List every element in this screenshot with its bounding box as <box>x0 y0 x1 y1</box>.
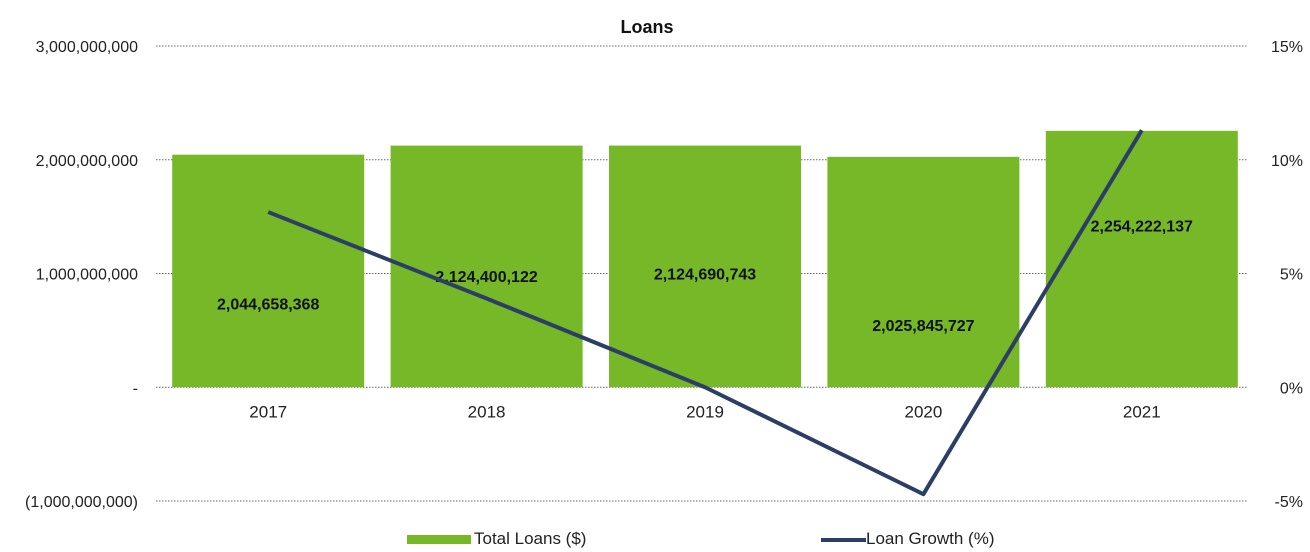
left-tick-label: - <box>133 380 138 397</box>
bar-data-labels: 2,044,658,368 2,124,400,122 2,124,690,743 2… <box>217 219 1193 335</box>
legend: Total Loans ($) Loan Growth (%) <box>407 529 995 548</box>
right-axis-ticks: 15% 10% 5% 0% -5% <box>1271 39 1303 511</box>
bar-data-label: 2,044,658,368 <box>217 297 319 314</box>
category-label: 2017 <box>249 402 287 421</box>
bar-data-label: 2,124,690,743 <box>654 267 756 284</box>
category-label: 2021 <box>1123 402 1161 421</box>
left-tick-label: 2,000,000,000 <box>36 153 138 170</box>
chart-title: Loans <box>620 17 673 37</box>
bars <box>172 130 1238 388</box>
legend-label-loan-growth: Loan Growth (%) <box>866 529 995 548</box>
category-label: 2019 <box>686 402 724 421</box>
bar-data-label: 2,124,400,122 <box>435 269 537 286</box>
right-tick-label: 10% <box>1271 153 1303 170</box>
right-tick-label: 15% <box>1271 39 1303 56</box>
bar-2020 <box>827 156 1020 388</box>
bar-data-label: 2,254,222,137 <box>1091 219 1193 236</box>
bar-2021 <box>1045 130 1238 388</box>
right-tick-label: 5% <box>1280 267 1303 284</box>
left-tick-label: 1,000,000,000 <box>36 267 138 284</box>
legend-label-total-loans: Total Loans ($) <box>474 529 586 548</box>
bar-2018 <box>390 145 583 388</box>
bar-data-label: 2,025,845,727 <box>872 318 974 335</box>
category-label: 2018 <box>468 402 506 421</box>
category-labels: 2017 2018 2019 2020 2021 <box>249 402 1160 421</box>
bar-2019 <box>609 145 801 388</box>
category-label: 2020 <box>904 402 942 421</box>
bar-2017 <box>172 154 365 388</box>
left-tick-label: (1,000,000,000) <box>25 494 138 511</box>
left-tick-label: 3,000,000,000 <box>36 39 138 56</box>
legend-swatch-total-loans <box>407 535 471 544</box>
left-axis-ticks: 3,000,000,000 2,000,000,000 1,000,000,000 -… <box>25 39 138 511</box>
right-tick-label: -5% <box>1275 494 1303 511</box>
growth-line <box>267 129 1144 497</box>
right-tick-label: 0% <box>1280 380 1303 397</box>
